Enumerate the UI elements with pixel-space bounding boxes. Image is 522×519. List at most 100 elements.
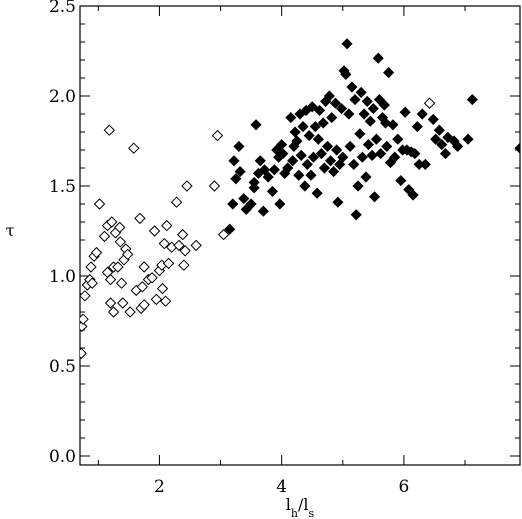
filled-diamond-point bbox=[303, 130, 315, 142]
open-diamond-point bbox=[103, 124, 116, 136]
filled-diamond-point bbox=[258, 164, 271, 176]
filled-diamond-point bbox=[411, 121, 423, 133]
open-diamond-point bbox=[178, 259, 190, 271]
open-diamond-point bbox=[112, 261, 124, 273]
open-diamond-point bbox=[104, 273, 117, 286]
filled-diamond-point bbox=[358, 108, 370, 120]
filled-diamond-point bbox=[285, 112, 297, 124]
filled-diamond-point bbox=[367, 103, 379, 115]
filled-diamond-point bbox=[228, 155, 240, 167]
filled-diamond-point bbox=[331, 144, 343, 156]
filled-diamond-point bbox=[416, 108, 428, 120]
filled-diamond-point bbox=[307, 151, 320, 163]
filled-diamond-point bbox=[306, 101, 318, 113]
filled-diamond-point bbox=[442, 131, 454, 143]
filled-diamond-point bbox=[344, 140, 356, 152]
filled-diamond-point bbox=[419, 158, 431, 170]
open-diamond-point bbox=[86, 277, 98, 289]
y-axis-label: τ bbox=[6, 221, 15, 240]
open-diamond-point bbox=[114, 221, 126, 234]
open-diamond-point bbox=[146, 272, 158, 284]
y-tick-label: 1.5 bbox=[49, 177, 76, 197]
y-tick-label: 0.0 bbox=[49, 447, 76, 467]
filled-diamond-point bbox=[430, 133, 442, 145]
filled-diamond-point bbox=[268, 164, 280, 176]
open-diamond-point bbox=[80, 313, 89, 325]
y-tick-label: 2.0 bbox=[49, 87, 76, 107]
open-diamond-point bbox=[217, 228, 230, 241]
filled-diamond-point bbox=[381, 140, 393, 152]
open-diamond-point bbox=[159, 295, 172, 307]
filled-diamond-point bbox=[250, 119, 262, 131]
open-diamond-point bbox=[93, 198, 106, 210]
filled-diamond-point bbox=[340, 68, 352, 80]
filled-diamond-point bbox=[311, 187, 323, 199]
filled-diamond-point bbox=[277, 148, 289, 160]
filled-diamond-point bbox=[227, 198, 239, 210]
filled-diamond-point bbox=[366, 149, 378, 161]
filled-diamond-point bbox=[439, 148, 452, 160]
filled-diamond-point bbox=[379, 117, 392, 129]
filled-diamond-point bbox=[399, 106, 411, 118]
filled-diamond-point bbox=[297, 121, 309, 133]
filled-diamond-point bbox=[323, 90, 335, 102]
filled-diamond-point bbox=[234, 166, 246, 178]
filled-diamond-point bbox=[313, 104, 326, 116]
filled-diamond-point bbox=[392, 133, 404, 145]
open-diamond-point bbox=[117, 297, 129, 309]
filled-diamond-point bbox=[317, 117, 329, 129]
x-tick-label: 4 bbox=[276, 477, 287, 497]
filled-diamond-point bbox=[238, 193, 250, 205]
filled-diamond-point bbox=[364, 115, 376, 127]
filled-diamond-point bbox=[389, 151, 401, 163]
filled-diamond-point bbox=[360, 171, 372, 183]
x-tick-label: 6 bbox=[398, 477, 409, 497]
filled-diamond-point bbox=[348, 158, 360, 170]
filled-diamond-point bbox=[343, 108, 355, 120]
open-diamond-point bbox=[423, 97, 436, 109]
open-diamond-point bbox=[179, 245, 191, 257]
open-diamond-point bbox=[138, 261, 150, 273]
open-diamond-point bbox=[181, 180, 193, 192]
data-points bbox=[80, 38, 520, 360]
y-tick-label: 2.5 bbox=[49, 0, 76, 17]
open-diamond-point bbox=[173, 239, 185, 252]
open-diamond-point bbox=[176, 228, 189, 241]
filled-diamond-point bbox=[324, 155, 337, 167]
filled-diamond-point bbox=[452, 140, 464, 152]
filled-diamond-point bbox=[289, 126, 301, 138]
filled-diamond-point bbox=[224, 223, 236, 235]
open-diamond-point bbox=[156, 282, 169, 295]
open-diamond-point bbox=[85, 261, 97, 273]
filled-diamond-point bbox=[346, 81, 358, 93]
filled-diamond-point bbox=[436, 139, 448, 151]
filled-diamond-point bbox=[370, 133, 382, 145]
filled-diamond-point bbox=[387, 119, 399, 131]
filled-diamond-point bbox=[305, 169, 317, 181]
filled-diamond-point bbox=[395, 175, 407, 187]
open-diamond-point bbox=[107, 306, 120, 318]
open-diamond-point bbox=[208, 180, 221, 192]
filled-diamond-point bbox=[427, 113, 439, 125]
open-diamond-point bbox=[115, 277, 128, 289]
open-diamond-point bbox=[104, 297, 117, 309]
filled-diamond-point bbox=[349, 94, 361, 106]
filled-diamond-point bbox=[332, 196, 344, 208]
filled-diamond-point bbox=[352, 180, 364, 192]
open-diamond-point bbox=[124, 306, 136, 318]
filled-diamond-point bbox=[409, 148, 421, 160]
filled-diamond-point bbox=[514, 142, 520, 154]
filled-diamond-point bbox=[375, 148, 387, 160]
filled-diamond-point bbox=[356, 151, 368, 163]
filled-diamond-point bbox=[312, 133, 324, 145]
filled-diamond-point bbox=[230, 173, 242, 185]
filled-diamond-point bbox=[309, 121, 321, 133]
filled-diamond-point bbox=[301, 158, 313, 170]
open-diamond-point bbox=[80, 347, 87, 360]
open-diamond-point bbox=[138, 299, 150, 311]
open-diamond-point bbox=[106, 216, 118, 228]
filled-diamond-point bbox=[341, 38, 353, 50]
axis-ticks bbox=[80, 5, 520, 465]
filled-diamond-point bbox=[248, 176, 260, 188]
